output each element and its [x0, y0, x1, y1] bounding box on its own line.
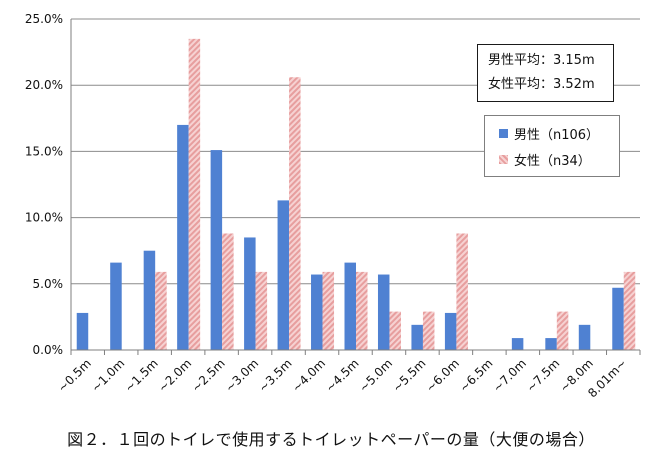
bar-female [155, 271, 167, 350]
figure-caption: 図２．１回のトイレで使用するトイレットペーパーの量（大便の場合） [67, 430, 595, 449]
y-tick-label: 15.0% [25, 144, 63, 158]
bar-male [612, 287, 624, 350]
x-tick-label: ~4.5m [323, 356, 362, 395]
bar-chart: 0.0% 5.0% 10.0% 15.0% 20.0% 25.0% ~0.5m ~1.0m ~1… [25, 12, 641, 400]
bar-male [511, 338, 524, 350]
bar-male [311, 274, 323, 350]
average-box: 男性平均：3.15m 女性平均：3.52m [477, 44, 614, 102]
bar-female [556, 311, 569, 350]
bar-male [177, 124, 189, 350]
y-tick-label: 10.0% [25, 211, 63, 225]
male-average-text: 男性平均：3.15m [488, 53, 595, 68]
x-tick-label: ~6.0m [423, 356, 462, 395]
bar-male [578, 324, 591, 350]
x-tick-label: ~5.0m [356, 356, 395, 395]
x-tick-label: ~5.5m [390, 356, 429, 395]
bar-female [322, 271, 335, 350]
y-tick-label: 0.0% [33, 343, 64, 357]
x-tick-label: ~4.0m [289, 356, 328, 395]
x-tick-label: ~0.5m [55, 356, 94, 395]
x-tick-label: ~2.5m [189, 356, 228, 395]
legend-item-male: 男性（n106） [499, 120, 619, 146]
x-tick-label: ~2.0m [155, 356, 194, 395]
legend-swatch-male [499, 128, 508, 138]
bar-female [222, 233, 234, 350]
x-tick-label: ~7.5m [524, 356, 563, 395]
bar-female [422, 311, 435, 350]
legend-label-male: 男性（n106） [514, 127, 600, 143]
y-tick-label: 20.0% [25, 78, 63, 92]
female-average-text: 女性平均：3.52m [488, 77, 595, 92]
legend-swatch-female [499, 154, 508, 164]
bar-female [389, 311, 401, 350]
bar-male [545, 338, 557, 350]
legend-label-female: 女性（n34） [514, 153, 591, 169]
bar-male [210, 150, 223, 350]
bar-male [277, 200, 290, 350]
bar-male [377, 274, 390, 350]
x-tick-label: ~1.5m [122, 356, 161, 395]
bar-male [110, 262, 122, 350]
y-tick-label: 5.0% [33, 277, 64, 291]
y-tick-label: 25.0% [25, 12, 63, 26]
chart-svg: 0.0% 5.0% 10.0% 15.0% 20.0% 25.0% ~0.5m~1.0m~1… [25, 12, 641, 400]
bar-male [444, 312, 457, 350]
bar-female [188, 38, 201, 351]
x-tick-label: ~6.5m [457, 356, 496, 395]
x-tick-label: ~1.0m [89, 356, 128, 395]
x-tick-label: ~3.5m [256, 356, 295, 395]
bar-female [289, 77, 301, 351]
bar-male [244, 237, 256, 350]
chart-legend: 男性（n106） 女性（n34） [484, 115, 620, 177]
bar-female [356, 271, 368, 350]
bar-female [623, 271, 636, 350]
x-tick-label: ~3.0m [222, 356, 261, 395]
bar-male [143, 250, 156, 350]
legend-item-female: 女性（n34） [499, 146, 619, 172]
bar-female [255, 271, 268, 350]
x-tick-label: ~7.0m [490, 356, 529, 395]
bar-male [411, 324, 423, 350]
bar-male [344, 262, 356, 350]
bar-male [76, 312, 89, 350]
bar-female [456, 233, 468, 350]
